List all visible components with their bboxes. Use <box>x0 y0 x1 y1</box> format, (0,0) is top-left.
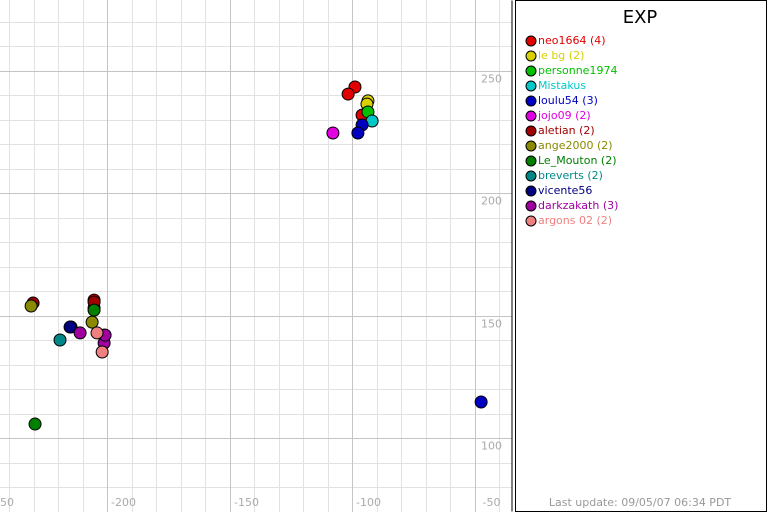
legend-marker <box>525 125 537 137</box>
legend-label: vicente56 <box>538 184 592 197</box>
legend-marker <box>525 155 537 167</box>
legend-marker <box>525 170 537 182</box>
point <box>28 417 42 431</box>
x-tick-label: -200 <box>111 496 136 509</box>
legend-label: personne1974 <box>538 64 617 77</box>
legend-label: aletian (2) <box>538 124 595 137</box>
y-tick-label: 150 <box>481 318 502 331</box>
legend-marker <box>525 50 537 62</box>
footer: Last update: 09/05/07 06:34 PDT <box>549 496 732 509</box>
legend-label: le bg (2) <box>538 49 584 62</box>
points <box>24 80 488 431</box>
point <box>73 326 87 340</box>
point <box>90 326 104 340</box>
legend-label: ange2000 (2) <box>538 139 613 152</box>
legend-marker <box>525 200 537 212</box>
legend-label: Le_Mouton (2) <box>538 154 617 167</box>
legend: neo1664 (4) le bg (2) personne1974 Mistakus… <box>525 34 618 227</box>
tick-labels: -250 -200 -150 -100 -50 100 150 200 250 <box>0 73 502 510</box>
x-tick-label: -100 <box>356 496 381 509</box>
point <box>326 126 340 140</box>
legend-marker <box>525 65 537 77</box>
legend-marker <box>525 95 537 107</box>
point <box>63 320 77 334</box>
x-tick-label: -250 <box>0 496 14 509</box>
legend-label: neo1664 (4) <box>538 34 606 47</box>
y-tick-label: 200 <box>481 195 502 208</box>
legend-marker <box>525 215 537 227</box>
plot-area <box>0 0 512 512</box>
legend-label: Mistakus <box>538 79 586 92</box>
point <box>24 299 38 313</box>
point <box>351 126 365 140</box>
chart-title: EXP <box>623 7 658 28</box>
legend-label: jojo09 (2) <box>537 109 591 122</box>
point <box>85 315 99 329</box>
point <box>341 87 355 101</box>
x-tick-label: -50 <box>483 496 501 509</box>
legend-marker <box>525 35 537 47</box>
legend-label: darkzakath (3) <box>538 199 618 212</box>
point <box>474 395 488 409</box>
plot-border <box>511 0 513 512</box>
legend-marker <box>525 80 537 92</box>
point <box>87 303 101 317</box>
x-tick-label: -150 <box>234 496 259 509</box>
y-tick-label: 100 <box>481 440 502 453</box>
y-tick-label: 250 <box>481 73 502 86</box>
legend-panel <box>515 0 767 512</box>
legend-marker <box>525 185 537 197</box>
grid <box>0 0 512 512</box>
legend-label: breverts (2) <box>538 169 603 182</box>
legend-label: loulu54 (3) <box>538 94 598 107</box>
point <box>53 333 67 347</box>
legend-marker <box>525 140 537 152</box>
point <box>95 345 109 359</box>
legend-marker <box>525 110 537 122</box>
legend-label: argons 02 (2) <box>538 214 612 227</box>
